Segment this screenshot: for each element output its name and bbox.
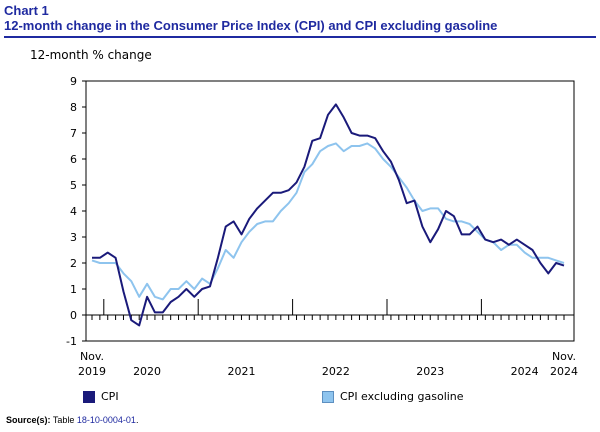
x-tick-label: 2020 <box>133 365 161 378</box>
x-tick-label: 2023 <box>416 365 444 378</box>
chart-number: Chart 1 <box>4 3 49 18</box>
y-tick-label: -1 <box>66 335 77 348</box>
source-note: Source(s): Table 18-10-0004-01. <box>6 415 138 425</box>
chart-title: 12-month change in the Consumer Price In… <box>4 18 498 33</box>
chart-header: Chart 1 12-month change in the Consumer … <box>4 3 596 33</box>
y-tick-label: 1 <box>70 283 77 296</box>
series-line-cpi <box>92 103 565 327</box>
source-text: Table <box>52 415 75 425</box>
series-line-cpi-ex-gas <box>91 142 565 301</box>
y-tick-label: 2 <box>70 257 77 270</box>
x-tick-label: Nov. 2019 <box>78 350 106 378</box>
legend-swatch-cpi-ex-gas <box>322 390 334 403</box>
source-table-link[interactable]: 18-10-0004-01 <box>76 415 136 425</box>
source-label: Source(s): <box>6 415 51 425</box>
legend-label-cpi-ex-gas: CPI excluding gasoline <box>340 390 464 403</box>
y-tick-label: 3 <box>70 231 77 244</box>
plot-frame <box>85 80 575 342</box>
y-tick-label: 0 <box>70 309 77 322</box>
legend-item-cpi: CPI <box>83 390 119 403</box>
y-tick-label: 5 <box>70 179 77 192</box>
x-tick-label: 2021 <box>227 365 255 378</box>
y-tick-label: 6 <box>70 153 77 166</box>
y-tick-label: 4 <box>70 205 77 218</box>
x-tick-label: 2022 <box>322 365 350 378</box>
x-tick-label: 2024 <box>511 365 539 378</box>
legend-label-cpi: CPI <box>101 390 119 403</box>
y-tick-label: 7 <box>70 127 77 140</box>
y-tick-label: 9 <box>70 75 77 88</box>
source-end: . <box>135 415 139 425</box>
title-rule <box>4 36 596 38</box>
legend-item-cpi-ex-gas: CPI excluding gasoline <box>322 390 464 403</box>
y-axis-label: 12-month % change <box>30 48 152 62</box>
legend-swatch-cpi <box>83 390 95 403</box>
y-tick-label: 8 <box>70 101 77 114</box>
x-tick-label: Nov. 2024 <box>550 350 578 378</box>
